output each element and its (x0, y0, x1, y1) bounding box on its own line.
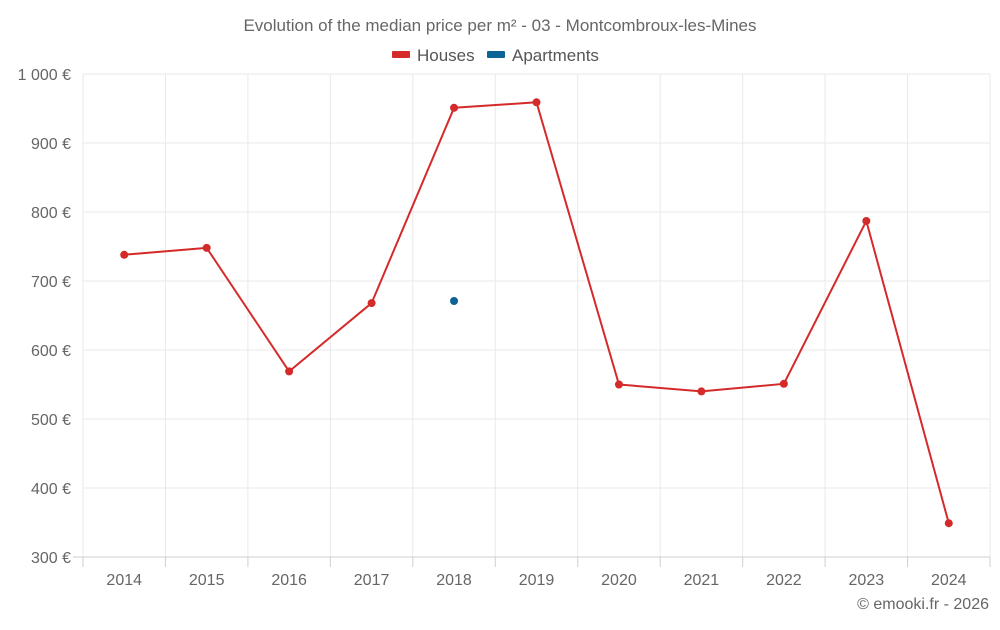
data-point-houses-2017[interactable] (367, 299, 376, 308)
y-tick-label: 900 € (31, 136, 71, 153)
y-tick-label: 400 € (31, 481, 71, 498)
y-tick-label: 600 € (31, 343, 71, 360)
chart-title: Evolution of the median price per m² - 0… (243, 16, 756, 35)
x-tick-label: 2019 (519, 572, 555, 589)
legend-item-apartments[interactable]: Apartments (487, 46, 599, 65)
legend-item-houses[interactable]: Houses (392, 46, 475, 65)
y-tick-label: 300 € (31, 550, 71, 567)
data-point-houses-2024[interactable] (944, 519, 953, 528)
legend-swatch (392, 51, 410, 58)
x-tick-label: 2016 (271, 572, 307, 589)
data-point-houses-2022[interactable] (779, 379, 788, 388)
data-point-houses-2019[interactable] (532, 98, 541, 107)
chart-legend: Houses Apartments (392, 46, 599, 65)
x-tick-label: 2014 (106, 572, 142, 589)
data-point-houses-2020[interactable] (614, 380, 623, 389)
data-point-houses-2021[interactable] (697, 387, 706, 396)
legend-label: Apartments (512, 46, 599, 65)
data-point-houses-2016[interactable] (285, 367, 294, 376)
legend-label: Houses (417, 46, 475, 65)
data-point-apartments-2018[interactable] (450, 297, 459, 306)
x-tick-label: 2023 (849, 572, 885, 589)
y-tick-label: 800 € (31, 205, 71, 222)
y-tick-label: 700 € (31, 274, 71, 291)
data-point-houses-2018[interactable] (450, 103, 459, 112)
series-points (120, 98, 953, 528)
y-axis-labels: 300 € 400 € 500 € 600 € 700 € 800 € 900 € 1 000… (18, 67, 71, 567)
data-point-houses-2014[interactable] (120, 250, 129, 259)
legend-swatch (487, 51, 505, 58)
x-tick-label: 2015 (189, 572, 225, 589)
data-point-houses-2015[interactable] (202, 243, 211, 252)
grid-lines (82, 73, 991, 557)
x-tick-label: 2022 (766, 572, 802, 589)
y-tick-label: 500 € (31, 412, 71, 429)
x-tick-label: 2018 (436, 572, 472, 589)
credit-text: © emooki.fr - 2026 (857, 596, 989, 613)
x-axis-labels: 2014 2015 2016 2017 2018 2019 2020 2021 2022 2023… (106, 572, 966, 589)
x-tick-label: 2020 (601, 572, 637, 589)
y-tick-label: 1 000 € (18, 67, 71, 84)
x-tick-label: 2017 (354, 572, 390, 589)
x-tick-label: 2024 (931, 572, 967, 589)
axes (73, 556, 991, 567)
data-point-houses-2023[interactable] (862, 216, 871, 225)
x-tick-label: 2021 (684, 572, 720, 589)
